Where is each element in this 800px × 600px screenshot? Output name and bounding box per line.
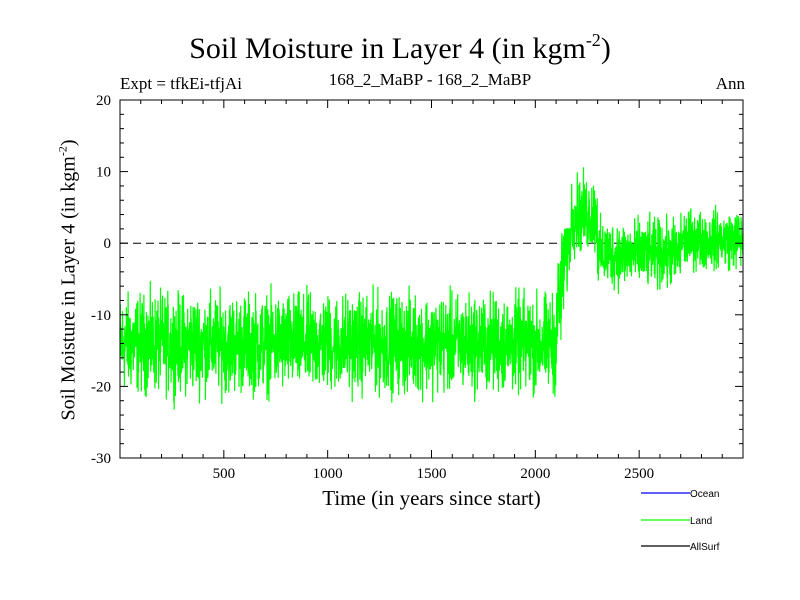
- x-tick-label: 2500: [624, 466, 654, 482]
- x-tick-label: 1500: [417, 466, 447, 482]
- legend-label-land: Land: [690, 516, 712, 527]
- series-line-land: [119, 167, 744, 410]
- y-tick-label: 0: [104, 236, 112, 252]
- legend-label-ocean: Ocean: [690, 489, 719, 500]
- axis-tick-labels: 500 1000 1500 2000 2500 -30 -20 -10 0 10 20: [91, 93, 654, 482]
- chart-subtitle: 168_2_MaBP - 168_2_MaBP: [328, 70, 532, 89]
- y-tick-label: -30: [91, 451, 111, 467]
- y-tick-label: -20: [91, 379, 111, 395]
- y-tick-label: 10: [96, 165, 111, 181]
- legend-label-allsurf: AllSurf: [690, 542, 720, 553]
- period-label: Ann: [715, 74, 745, 93]
- x-axis-label: Time (in years since start): [322, 486, 541, 510]
- plot-area: [119, 167, 744, 410]
- y-tick-label: -10: [91, 308, 111, 324]
- axis-ticks: [120, 100, 743, 458]
- y-axis-label-wrap: Soil Moisture in Layer 4 (in kgm-2): [48, 100, 88, 460]
- x-tick-label: 1000: [313, 466, 343, 482]
- chart-title: Soil Moisture in Layer 4 (in kgm-2): [189, 30, 611, 65]
- plot-frame: [119, 99, 744, 459]
- experiment-label: Expt = tfkEi-tfjAi: [120, 74, 242, 93]
- y-tick-label: 20: [96, 93, 111, 109]
- y-axis-label: Soil Moisture in Layer 4 (in kgm-2): [55, 139, 80, 421]
- x-tick-label: 2000: [520, 466, 550, 482]
- x-tick-label: 500: [213, 466, 236, 482]
- legend: Ocean Land AllSurf: [641, 489, 720, 553]
